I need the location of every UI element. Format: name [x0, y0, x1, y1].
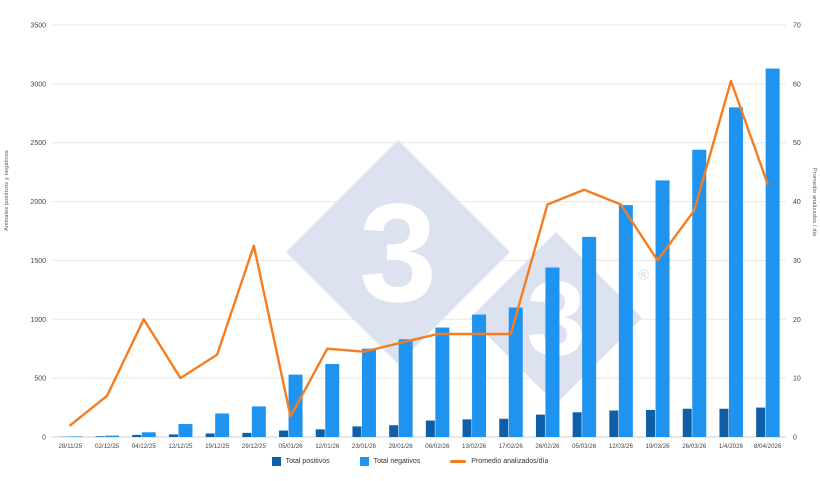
y-tick-left: 1500	[30, 258, 46, 265]
x-tick-label: 06/02/26	[425, 443, 450, 450]
x-tick-label: 28/11/25	[59, 443, 83, 450]
x-tick-label: 26/02/26	[535, 443, 560, 450]
bar-negativos	[545, 267, 560, 437]
bar-negativos	[398, 339, 413, 437]
x-tick-label: 12/03/26	[609, 443, 634, 450]
watermark-diamond	[286, 140, 510, 364]
legend-item-promedio: Promedio analizados/día	[450, 458, 548, 465]
x-tick-label: 29/01/26	[389, 443, 414, 450]
bar-positivos	[682, 408, 692, 437]
legend-label-positivos: Total positivos	[285, 458, 330, 465]
x-tick-label: 04/12/25	[132, 443, 157, 450]
bar-negativos	[251, 406, 266, 437]
left-axis-title: Animales positivos y negativos	[4, 150, 10, 231]
x-tick-label: 12/01/26	[315, 443, 340, 450]
x-tick-label: 13/02/26	[462, 443, 487, 450]
y-tick-right: 40	[793, 199, 801, 206]
bar-negativos	[692, 149, 707, 437]
x-tick-label: 8/04/2026	[754, 443, 782, 450]
bar-positivos	[425, 420, 435, 437]
bar-negativos	[178, 424, 193, 437]
bar-negativos	[655, 180, 670, 437]
bar-positivos	[609, 410, 619, 437]
y-tick-right: 30	[793, 258, 801, 265]
promedio-line-swatch	[450, 460, 467, 463]
bar-negativos	[765, 68, 780, 437]
y-tick-left: 500	[34, 376, 46, 383]
bar-negativos	[618, 205, 633, 437]
y-tick-left: 3000	[30, 81, 46, 88]
bar-negativos	[508, 307, 523, 437]
x-tick-label: 12/12/25	[168, 443, 193, 450]
bar-positivos	[535, 414, 545, 437]
x-tick-label: 02/12/25	[95, 443, 120, 450]
x-tick-label: 19/12/25	[205, 443, 230, 450]
bar-positivos	[132, 434, 142, 437]
x-tick-label: 17/02/26	[499, 443, 524, 450]
x-tick-label: 05/03/26	[572, 443, 597, 450]
y-tick-right: 60	[793, 81, 801, 88]
bar-positivos	[389, 425, 399, 437]
bar-positivos	[168, 434, 178, 437]
legend-item-negativos: Total negativos	[359, 457, 421, 466]
bar-negativos	[361, 348, 376, 437]
x-tick-label: 29/12/25	[242, 443, 267, 450]
y-tick-left: 1000	[30, 317, 46, 324]
legend: Total positivos Total negativos Promedio…	[0, 457, 820, 466]
bar-negativos	[68, 436, 83, 437]
bar-negativos	[728, 107, 743, 438]
positivos-swatch	[271, 457, 281, 466]
y-tick-right: 70	[793, 23, 801, 30]
bar-positivos	[205, 433, 215, 437]
legend-item-positivos: Total positivos	[271, 457, 330, 466]
bar-positivos	[499, 418, 509, 437]
bar-positivos	[572, 412, 582, 437]
bar-positivos	[719, 408, 729, 437]
legend-label-negativos: Total negativos	[373, 458, 421, 465]
bar-negativos	[215, 413, 230, 437]
line-promedio	[69, 79, 769, 427]
registered-mark-icon: ®	[638, 267, 649, 284]
x-tick-label: 1/4/2026	[719, 443, 744, 450]
bar-positivos	[646, 409, 656, 437]
x-tick-label: 05/01/26	[279, 443, 304, 450]
bar-negativos	[582, 236, 597, 437]
x-tick-label: 23/01/26	[352, 443, 377, 450]
bar-positivos	[756, 407, 766, 437]
bar-positivos	[462, 419, 472, 437]
y-tick-right: 10	[793, 376, 801, 383]
y-tick-right: 0	[793, 435, 797, 442]
y-tick-right: 50	[793, 140, 801, 147]
y-tick-left: 2000	[30, 199, 46, 206]
watermark-digit: 3	[359, 174, 437, 331]
right-axis-title: Promedio analizados / dia	[811, 168, 817, 237]
bar-negativos	[435, 327, 450, 437]
x-tick-label: 26/03/26	[682, 443, 707, 450]
legend-label-promedio: Promedio analizados/día	[471, 458, 549, 465]
bar-negativos	[472, 314, 487, 437]
bar-positivos	[352, 426, 362, 437]
y-tick-left: 0	[42, 435, 46, 442]
x-tick-label: 19/03/26	[646, 443, 671, 450]
y-tick-right: 20	[793, 317, 801, 324]
bar-positivos	[95, 436, 105, 437]
bar-negativos	[105, 435, 120, 437]
bar-negativos	[141, 432, 156, 437]
bar-positivos	[315, 429, 325, 437]
y-tick-left: 3500	[30, 23, 46, 30]
bar-positivos	[279, 430, 289, 437]
bar-negativos	[325, 364, 340, 437]
bar-positivos	[242, 432, 252, 437]
y-tick-left: 2500	[30, 140, 46, 147]
negativos-swatch	[359, 457, 369, 466]
